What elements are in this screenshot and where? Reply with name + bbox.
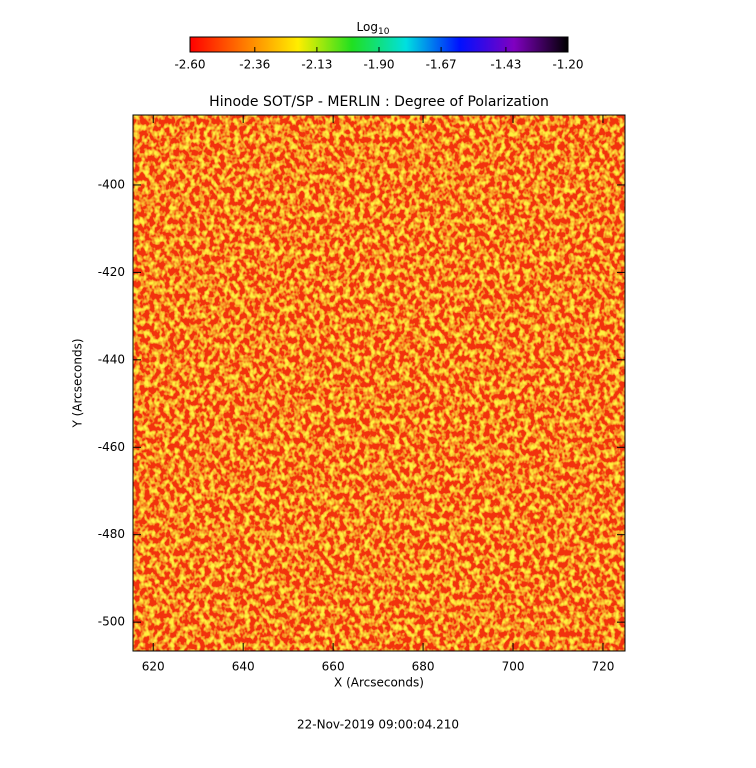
x-tick-label: 620 <box>142 660 165 674</box>
y-tick-label: -420 <box>98 265 125 279</box>
colorbar-tick-label: -2.60 <box>174 58 205 72</box>
colorbar-tick-label: -1.20 <box>552 58 583 72</box>
colorbar-label-sub: 10 <box>378 27 390 37</box>
x-tick-label: 660 <box>322 660 345 674</box>
x-tick-label: 680 <box>412 660 435 674</box>
y-tick-label: -480 <box>98 527 125 541</box>
colorbar-tick-label: -2.36 <box>239 58 270 72</box>
polarization-map <box>133 115 625 651</box>
colorbar-label: Log10 <box>357 20 390 37</box>
colorbar-tick-label: -1.67 <box>426 58 457 72</box>
timestamp: 22-Nov-2019 09:00:04.210 <box>297 718 459 732</box>
colorbar-tick-label: -2.13 <box>301 58 332 72</box>
colorbar-tick-label: -1.43 <box>490 58 521 72</box>
x-axis-label: X (Arcseconds) <box>334 676 424 690</box>
x-tick-label: 640 <box>232 660 255 674</box>
x-tick-label: 700 <box>502 660 525 674</box>
chart-title: Hinode SOT/SP - MERLIN : Degree of Polar… <box>209 94 549 110</box>
x-tick-label: 720 <box>592 660 615 674</box>
y-tick-label: -440 <box>98 352 125 366</box>
colorbar-label-main: Log <box>357 20 378 34</box>
y-tick-label: -500 <box>98 615 125 629</box>
colorbar-tick-label: -1.90 <box>363 58 394 72</box>
plot-frame <box>132 114 626 652</box>
y-tick-label: -460 <box>98 440 125 454</box>
y-tick-label: -400 <box>98 177 125 191</box>
y-axis-label: Y (Arcseconds) <box>71 338 85 428</box>
